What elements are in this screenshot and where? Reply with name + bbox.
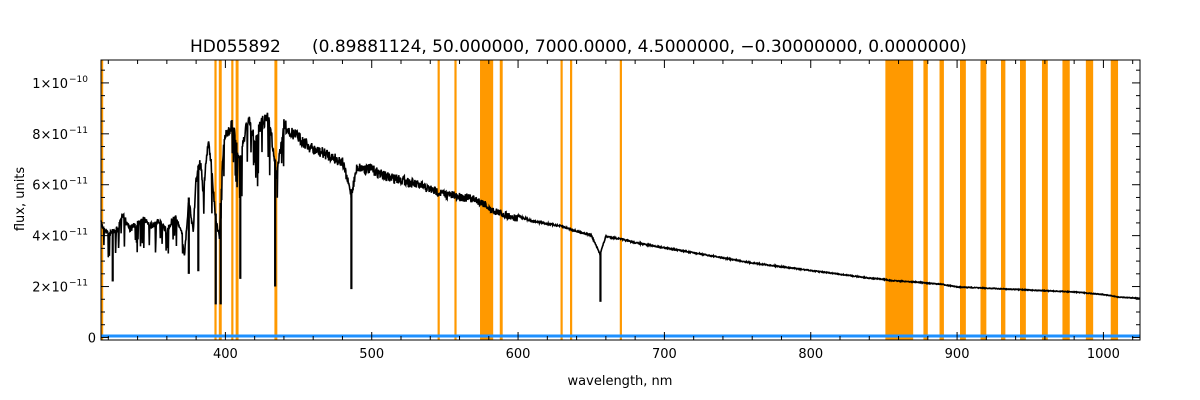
- plot-frame: [100, 59, 1141, 341]
- masked-region-20: [1041, 60, 1048, 340]
- masked-region-10: [560, 60, 563, 340]
- y-tick-label: 0: [88, 331, 96, 346]
- masked-regions: [101, 60, 1119, 340]
- x-axis-label: wavelength, nm: [568, 374, 673, 389]
- y-tick-label: 8×10: [32, 128, 68, 143]
- masked-region-21: [1062, 60, 1070, 340]
- y-tick-exponent: −11: [69, 126, 88, 136]
- y-axis: 02×10 −114×10 −116×10 −118×10 −111×10 −10: [32, 69, 1140, 346]
- x-axis: 400 500 600 700 800 900 1000: [107, 60, 1134, 362]
- chart-title: HD055892: [190, 37, 281, 57]
- x-tick-label: 500: [359, 347, 384, 362]
- y-axis-label: flux, units: [13, 167, 28, 232]
- masked-region-15: [939, 60, 944, 340]
- masked-region-13: [885, 60, 914, 340]
- x-tick-label: 1000: [1087, 347, 1120, 362]
- masked-region-6: [437, 60, 440, 340]
- y-tick-exponent: −10: [69, 75, 88, 85]
- chart-subtitle: (0.89881124, 50.000000, 7000.0000, 4.500…: [312, 37, 967, 57]
- y-tick-exponent: −11: [69, 279, 88, 289]
- masked-region-1: [214, 60, 217, 340]
- y-tick-label: 2×10: [32, 281, 68, 296]
- masked-region-0: [101, 60, 104, 340]
- masked-region-17: [980, 60, 987, 340]
- masked-region-8: [480, 60, 494, 340]
- masked-region-22: [1085, 60, 1094, 340]
- spectrum-line: [100, 112, 1141, 300]
- masked-region-7: [454, 60, 457, 340]
- masked-region-19: [1020, 60, 1026, 340]
- masked-region-11: [570, 60, 573, 340]
- masked-region-9: [499, 60, 503, 340]
- x-tick-label: 400: [213, 347, 238, 362]
- masked-region-12: [619, 60, 622, 340]
- y-tick-label: 6×10: [32, 179, 68, 194]
- masked-region-16: [960, 60, 966, 340]
- masked-region-18: [1000, 60, 1006, 340]
- spectrum-series: [100, 112, 1141, 305]
- masked-region-4: [235, 60, 239, 340]
- y-tick-exponent: −11: [69, 177, 88, 187]
- x-tick-label: 800: [798, 347, 823, 362]
- masked-region-3: [231, 60, 234, 340]
- x-tick-label: 900: [945, 347, 970, 362]
- x-tick-label: 700: [652, 347, 677, 362]
- y-tick-label: 1×10: [32, 77, 68, 92]
- masked-region-14: [923, 60, 928, 340]
- x-tick-label: 600: [506, 347, 531, 362]
- masked-region-2: [218, 60, 222, 340]
- masked-region-23: [1110, 60, 1119, 340]
- y-tick-label: 4×10: [32, 230, 68, 245]
- y-tick-exponent: −11: [69, 228, 88, 238]
